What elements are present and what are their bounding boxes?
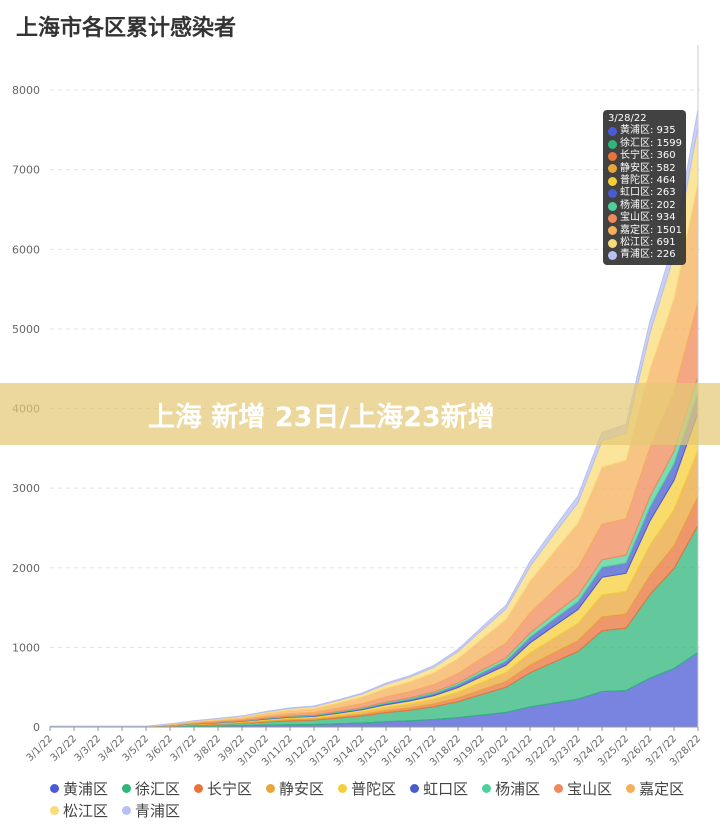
- tooltip-row: 青浦区: 226: [608, 249, 681, 261]
- legend-label: 静安区: [279, 779, 325, 798]
- legend-label: 徐汇区: [135, 779, 181, 798]
- tooltip-row: 黄浦区: 935: [608, 125, 681, 137]
- y-tick-label: 3000: [12, 482, 40, 495]
- stacked-area-chart: 0100020003000400050006000700080003/1/223…: [12, 45, 703, 768]
- y-tick-label: 2000: [12, 562, 40, 575]
- series-dot-icon: [608, 139, 617, 149]
- legend-item[interactable]: 虹口区: [410, 777, 468, 799]
- legend-dot-icon: [554, 783, 564, 793]
- legend-item[interactable]: 杨浦区: [482, 777, 540, 799]
- overlay-banner: 上海 新增 23日/上海23新增: [0, 383, 720, 445]
- tooltip-value: 松江区: 691: [620, 237, 676, 249]
- legend-dot-icon: [482, 783, 492, 793]
- legend-dot-icon: [122, 805, 132, 815]
- tooltip-value: 普陀区: 464: [620, 175, 676, 187]
- legend-dot-icon: [266, 783, 276, 793]
- legend-dot-icon: [122, 783, 132, 793]
- legend-label: 杨浦区: [495, 779, 541, 798]
- legend-label: 普陀区: [351, 779, 397, 798]
- legend-label: 黄浦区: [63, 779, 109, 798]
- legend-dot-icon: [50, 783, 59, 793]
- legend-dot-icon: [410, 783, 420, 793]
- legend: 黄浦区 徐汇区 长宁区 静安区 普陀区 虹口区 杨浦区 宝山区 嘉定区松江区 青浦区: [50, 777, 710, 821]
- legend-label: 宝山区: [567, 779, 613, 798]
- series-dot-icon: [608, 201, 617, 211]
- y-tick-label: 1000: [12, 641, 40, 654]
- tooltip-row: 虹口区: 263: [608, 187, 681, 199]
- legend-label: 虹口区: [423, 779, 469, 798]
- y-tick-label: 0: [33, 721, 40, 734]
- legend-dot-icon: [338, 783, 348, 793]
- series-dot-icon: [608, 226, 617, 236]
- legend-item[interactable]: 嘉定区: [626, 777, 684, 799]
- legend-label: 长宁区: [207, 779, 253, 798]
- legend-label: 嘉定区: [639, 779, 685, 798]
- banner-text: 上海 新增 23日/上海23新增: [148, 401, 495, 433]
- tooltip-value: 青浦区: 226: [620, 249, 676, 261]
- legend-label: 青浦区: [135, 801, 181, 820]
- legend-label: 松江区: [63, 801, 109, 820]
- legend-item[interactable]: 徐汇区: [122, 777, 180, 799]
- series-dot-icon: [608, 189, 617, 199]
- series-dot-icon: [608, 238, 617, 248]
- tooltip-value: 虹口区: 263: [620, 187, 676, 199]
- legend-item[interactable]: 静安区: [266, 777, 324, 799]
- legend-item[interactable]: 宝山区: [554, 777, 612, 799]
- tooltip-row: 徐汇区: 1599: [608, 137, 682, 150]
- y-tick-label: 7000: [12, 164, 40, 177]
- tooltip-row: 杨浦区: 202: [608, 200, 681, 212]
- y-tick-label: 8000: [12, 84, 40, 97]
- y-tick-label: 6000: [12, 243, 40, 256]
- legend-item[interactable]: 普陀区: [338, 777, 396, 799]
- legend-item[interactable]: 黄浦区: [50, 777, 108, 799]
- legend-dot-icon: [194, 783, 204, 793]
- legend-dot-icon: [626, 783, 636, 793]
- tooltip-row: 普陀区: 464: [608, 175, 681, 187]
- series-dot-icon: [608, 164, 617, 174]
- chart-title: 上海市各区累计感染者: [16, 16, 237, 41]
- series-dot-icon: [608, 213, 617, 223]
- tooltip-value: 长宁区: 360: [620, 150, 676, 162]
- tooltip-value: 嘉定区: 1501: [620, 224, 682, 236]
- series-dot-icon: [608, 176, 617, 186]
- legend-item[interactable]: 长宁区: [194, 777, 252, 799]
- tooltip-row: 长宁区: 360: [608, 150, 681, 162]
- tooltip-row: 嘉定区: 1501: [608, 224, 682, 237]
- legend-item[interactable]: 青浦区: [122, 799, 180, 821]
- tooltip-value: 宝山区: 934: [620, 212, 676, 224]
- tooltip: 3/28/22 黄浦区: 935 徐汇区: 1599 长宁区: 360 静安区: 58…: [603, 110, 686, 265]
- tooltip-row: 宝山区: 934: [608, 212, 681, 224]
- tooltip-row: 静安区: 582: [608, 163, 681, 175]
- tooltip-value: 静安区: 582: [620, 162, 676, 174]
- tooltip-value: 徐汇区: 1599: [620, 137, 682, 149]
- series-dot-icon: [608, 251, 617, 261]
- series-dot-icon: [608, 151, 617, 161]
- tooltip-row: 松江区: 691: [608, 237, 681, 249]
- legend-item[interactable]: 松江区: [50, 799, 108, 821]
- tooltip-value: 黄浦区: 935: [620, 125, 676, 137]
- legend-dot-icon: [50, 805, 59, 815]
- tooltip-date: 3/28/22: [608, 113, 647, 124]
- tooltip-value: 杨浦区: 202: [620, 199, 676, 211]
- series-dot-icon: [608, 127, 617, 137]
- y-tick-label: 5000: [12, 323, 40, 336]
